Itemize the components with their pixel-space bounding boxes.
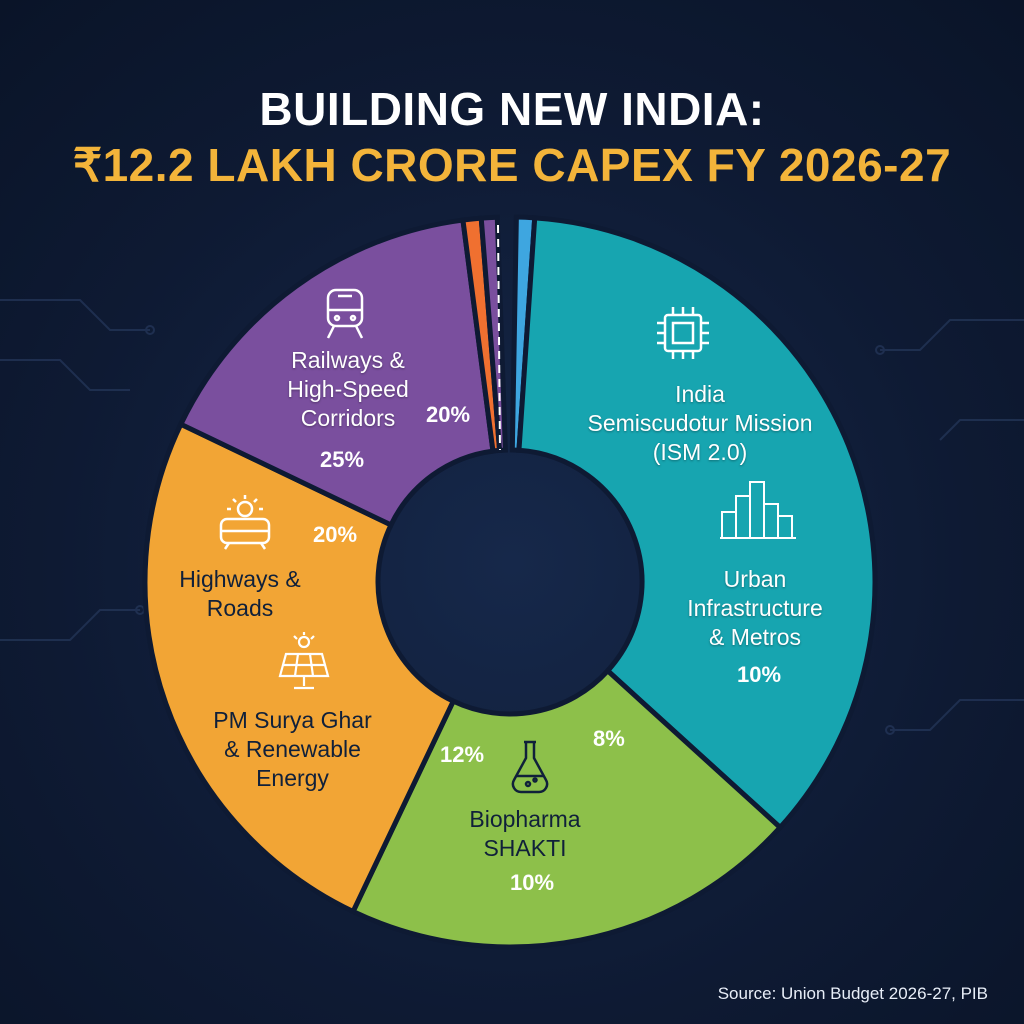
chart-subtitle: ₹12.2 LAKH CRORE CAPEX FY 2026-27 xyxy=(72,139,952,191)
label-solar: PM Surya Ghar & Renewable Energy xyxy=(213,707,372,791)
train-icon xyxy=(326,288,364,339)
flask-icon xyxy=(511,740,549,794)
sun-train-icon xyxy=(219,495,271,550)
pct-12: 12% xyxy=(440,742,485,767)
pct-8: 8% xyxy=(593,726,625,751)
chart-title: BUILDING NEW INDIA: xyxy=(259,83,765,135)
label-ism: India Semiscudotur Mission (ISM 2.0) xyxy=(587,381,813,465)
donut-slice-2 xyxy=(349,667,784,950)
chip-icon xyxy=(657,307,709,359)
label-railways: Railways & High-Speed Corridors xyxy=(287,347,409,431)
source-note: Source: Union Budget 2026-27, PIB xyxy=(717,984,988,1003)
label-urban: Urban Infrastructure & Metros xyxy=(687,566,823,650)
pct-biopharma: 10% xyxy=(510,870,555,895)
donut-slice-4 xyxy=(177,217,496,529)
pct-railways-2: 20% xyxy=(426,402,471,427)
pct-urban: 10% xyxy=(737,662,782,687)
donut-slice-6 xyxy=(478,214,508,454)
pct-railways: 25% xyxy=(320,447,365,472)
circuit-background xyxy=(0,299,1024,735)
solar-panel-icon xyxy=(278,632,330,690)
label-highways: Highways & Roads xyxy=(179,566,301,621)
city-buildings-icon xyxy=(720,481,796,539)
dashed-divider xyxy=(497,224,501,451)
pct-highways: 20% xyxy=(313,522,358,547)
donut-slice-3 xyxy=(142,420,457,915)
label-biopharma: Biopharma SHAKTI xyxy=(469,806,581,861)
donut-slice-1 xyxy=(516,215,878,831)
